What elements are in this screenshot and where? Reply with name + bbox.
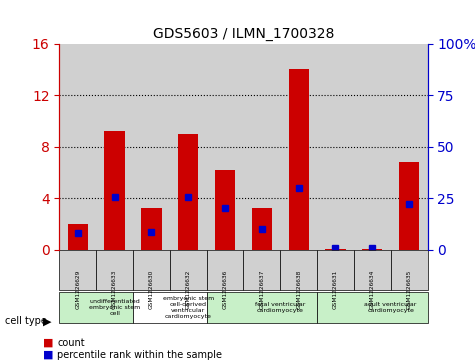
- Bar: [317, 44, 354, 249]
- Bar: [288, 69, 309, 249]
- Bar: [280, 44, 317, 249]
- Text: percentile rank within the sample: percentile rank within the sample: [57, 350, 222, 360]
- Text: GSM1226637: GSM1226637: [259, 270, 265, 309]
- FancyBboxPatch shape: [243, 249, 280, 290]
- Text: GSM1226632: GSM1226632: [186, 270, 191, 309]
- Bar: [215, 170, 235, 249]
- Bar: [178, 134, 199, 249]
- Text: count: count: [57, 338, 85, 348]
- FancyBboxPatch shape: [207, 292, 317, 323]
- Text: adult ventricular
cardiomyocyte: adult ventricular cardiomyocyte: [364, 302, 417, 313]
- Text: GSM1226629: GSM1226629: [75, 270, 80, 309]
- Text: cell type: cell type: [5, 316, 47, 326]
- Text: GSM1226638: GSM1226638: [296, 270, 301, 309]
- Text: GSM1226634: GSM1226634: [370, 270, 375, 309]
- Text: embryonic stem
cell-derived
ventricular
cardiomyocyte: embryonic stem cell-derived ventricular …: [162, 297, 214, 319]
- FancyBboxPatch shape: [170, 249, 207, 290]
- FancyBboxPatch shape: [133, 292, 207, 323]
- FancyBboxPatch shape: [390, 249, 428, 290]
- FancyBboxPatch shape: [317, 249, 354, 290]
- Bar: [96, 44, 133, 249]
- Bar: [104, 131, 125, 249]
- Bar: [207, 44, 243, 249]
- Bar: [59, 44, 96, 249]
- Text: undifferentiated
embryonic stem
cell: undifferentiated embryonic stem cell: [89, 299, 140, 316]
- FancyBboxPatch shape: [207, 249, 243, 290]
- Bar: [133, 44, 170, 249]
- Bar: [390, 44, 428, 249]
- Bar: [354, 44, 390, 249]
- Text: fetal ventricular
cardiomyocyte: fetal ventricular cardiomyocyte: [255, 302, 305, 313]
- FancyBboxPatch shape: [96, 249, 133, 290]
- Bar: [252, 208, 272, 249]
- FancyBboxPatch shape: [280, 249, 317, 290]
- FancyBboxPatch shape: [354, 249, 390, 290]
- Text: GSM1226636: GSM1226636: [222, 270, 228, 309]
- Text: GSM1226633: GSM1226633: [112, 270, 117, 309]
- FancyBboxPatch shape: [133, 249, 170, 290]
- Text: ▶: ▶: [43, 316, 51, 326]
- Text: ■: ■: [43, 350, 53, 360]
- Bar: [141, 208, 162, 249]
- Text: ■: ■: [43, 338, 53, 348]
- FancyBboxPatch shape: [59, 249, 96, 290]
- Text: GSM1226630: GSM1226630: [149, 270, 154, 309]
- Text: GSM1226635: GSM1226635: [407, 270, 412, 309]
- Bar: [243, 44, 280, 249]
- Bar: [399, 162, 419, 249]
- Title: GDS5603 / ILMN_1700328: GDS5603 / ILMN_1700328: [153, 27, 334, 41]
- Text: GSM1226631: GSM1226631: [333, 270, 338, 309]
- FancyBboxPatch shape: [59, 292, 133, 323]
- Bar: [67, 224, 88, 249]
- FancyBboxPatch shape: [317, 292, 428, 323]
- Bar: [170, 44, 207, 249]
